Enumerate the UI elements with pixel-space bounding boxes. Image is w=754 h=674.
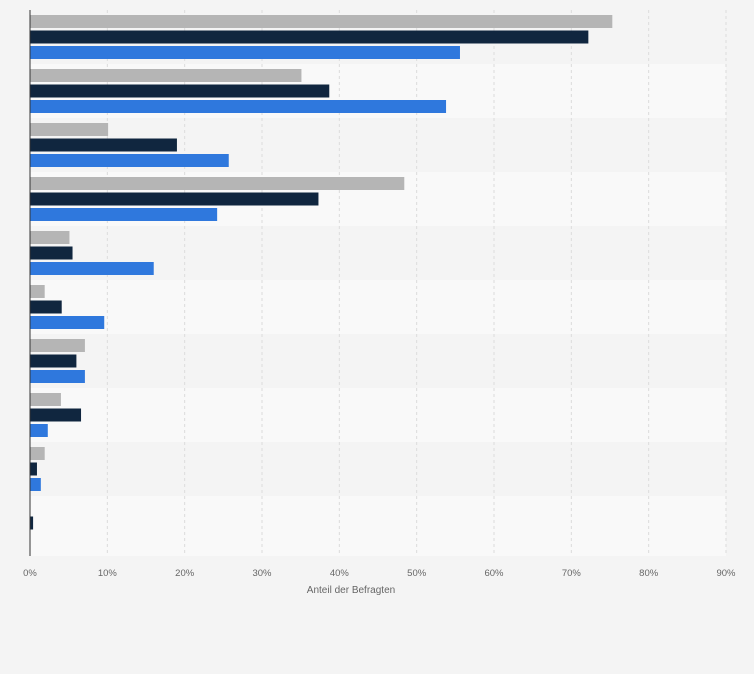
bar — [30, 192, 319, 206]
row-band — [30, 334, 726, 388]
bar — [30, 154, 229, 167]
bar — [30, 100, 447, 113]
bar — [30, 138, 177, 152]
x-tick-label: 40% — [330, 568, 350, 579]
bar — [30, 447, 45, 460]
bar — [30, 462, 37, 476]
bar — [30, 316, 105, 329]
bar — [30, 30, 589, 44]
row-band — [30, 550, 726, 556]
bar — [30, 46, 460, 59]
x-tick-label: 20% — [175, 568, 195, 579]
bar — [30, 339, 85, 352]
bar — [30, 177, 405, 190]
bar — [30, 69, 302, 82]
bar — [30, 231, 70, 244]
bar — [30, 262, 154, 275]
x-tick-label: 60% — [484, 568, 504, 579]
bar — [30, 246, 73, 260]
x-tick-label: 80% — [639, 568, 659, 579]
x-tick-label: 0% — [23, 568, 37, 579]
bar — [30, 300, 62, 314]
row-band — [30, 388, 726, 442]
row-band — [30, 280, 726, 334]
bar — [30, 478, 41, 491]
x-axis-title: Anteil der Befragten — [307, 585, 395, 596]
bar — [30, 208, 218, 221]
x-tick-label: 30% — [252, 568, 272, 579]
bar — [30, 408, 82, 422]
row-band — [30, 496, 726, 550]
x-tick-label: 10% — [98, 568, 118, 579]
x-tick-label: 50% — [407, 568, 427, 579]
row-band — [30, 442, 726, 496]
bar — [30, 393, 61, 406]
x-tick-label: 90% — [716, 568, 736, 579]
bar — [30, 15, 613, 28]
bars — [30, 15, 613, 530]
bar — [30, 123, 109, 136]
row-bands — [30, 10, 726, 556]
bar — [30, 370, 85, 383]
x-tick-labels: 0% 10% 20% 30% 40% 50% 60% 70% 80% 90% — [23, 568, 736, 579]
bar — [30, 354, 77, 368]
bar — [30, 84, 330, 98]
bar — [30, 516, 34, 530]
bar — [30, 424, 48, 437]
bar — [30, 285, 45, 298]
x-tick-label: 70% — [562, 568, 582, 579]
